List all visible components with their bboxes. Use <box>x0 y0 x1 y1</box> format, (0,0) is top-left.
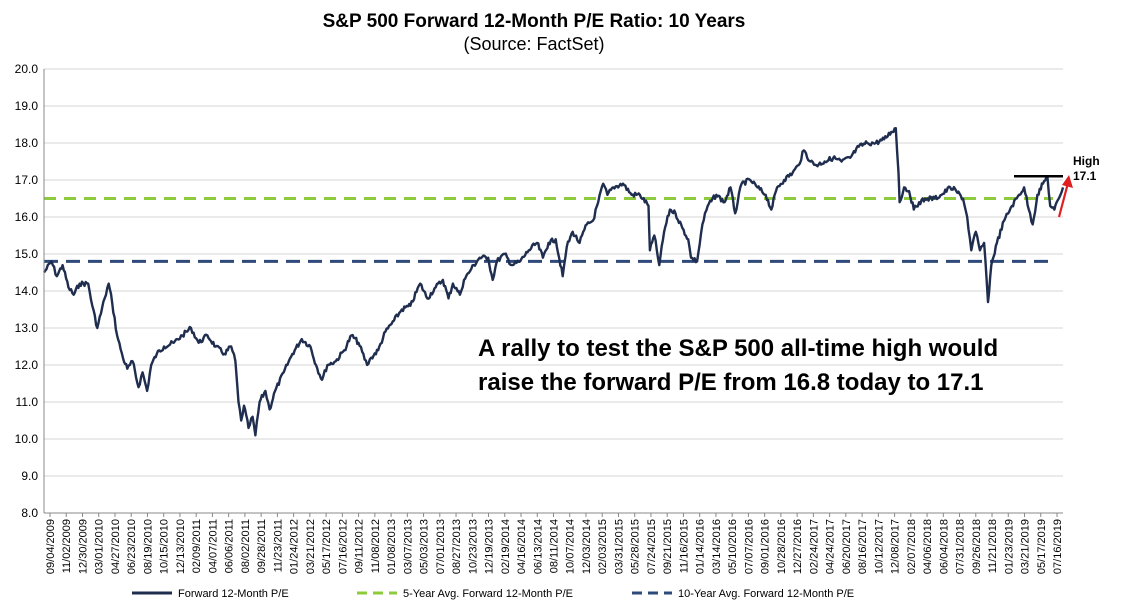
x-tick-label: 10/15/2010 <box>159 519 171 574</box>
x-tick-label: 10/12/2017 <box>873 519 885 574</box>
y-tick-label: 18.0 <box>15 136 39 150</box>
x-tick-label: 08/16/2017 <box>857 519 869 574</box>
x-tick-label: 11/16/2015 <box>678 519 690 573</box>
x-tick-label: 04/16/2014 <box>516 519 528 574</box>
x-tick-label: 09/26/2018 <box>971 519 983 574</box>
x-tick-label: 09/21/2015 <box>662 519 674 574</box>
high-value-label: 17.1 <box>1073 169 1097 183</box>
x-tick-label: 11/23/2011 <box>272 519 284 572</box>
x-tick-label: 07/16/2012 <box>337 519 349 574</box>
x-tick-label: 02/24/2017 <box>808 519 820 574</box>
chart-subtitle: (Source: FactSet) <box>463 34 604 54</box>
x-tick-label: 10/07/2014 <box>565 519 577 574</box>
y-tick-label: 10.0 <box>15 432 39 446</box>
x-tick-label: 02/09/2011 <box>191 519 203 573</box>
x-tick-label: 08/02/2011 <box>240 519 252 573</box>
x-tick-label: 05/17/2012 <box>321 519 333 574</box>
x-tick-label: 03/21/2019 <box>1020 519 1032 574</box>
x-tick-label: 12/08/2017 <box>890 519 902 574</box>
x-tick-label: 12/19/2013 <box>484 519 496 574</box>
y-tick-label: 17.0 <box>15 173 39 187</box>
x-tick-label: 01/08/2013 <box>386 519 398 574</box>
x-tick-label: 07/01/2013 <box>435 519 447 574</box>
x-tick-label: 12/03/2014 <box>581 519 593 574</box>
forward-pe-series-line <box>43 126 1065 437</box>
y-gridlines <box>44 68 1063 514</box>
x-tick-label: 11/21/2018 <box>987 519 999 573</box>
legend-label: 10-Year Avg. Forward 12-Month P/E <box>678 588 854 600</box>
x-tick-label: 10/28/2016 <box>776 519 788 574</box>
x-tick-label: 02/07/2018 <box>906 519 918 574</box>
y-tick-label: 9.0 <box>21 469 38 483</box>
x-tick-label: 08/19/2010 <box>142 519 154 574</box>
rally-arrow <box>1057 175 1073 218</box>
x-tick-label: 01/23/2019 <box>1003 519 1015 574</box>
y-tick-label: 12.0 <box>15 358 39 372</box>
y-tick-label: 19.0 <box>15 99 39 113</box>
x-tick-label: 12/30/2009 <box>77 519 89 574</box>
x-tick-label: 03/31/2015 <box>613 519 625 574</box>
annotation-line-2: raise the forward P/E from 16.8 today to… <box>478 369 984 396</box>
x-tick-label: 08/11/2014 <box>549 519 561 573</box>
x-tick-label: 03/14/2016 <box>711 519 723 574</box>
y-tick-label: 15.0 <box>15 247 39 261</box>
x-tick-label: 07/07/2016 <box>743 519 755 574</box>
x-tick-label: 03/01/2010 <box>94 519 106 574</box>
high-label: High <box>1073 154 1100 168</box>
x-tick-label: 11/08/2012 <box>370 519 382 573</box>
x-tick-label: 09/28/2011 <box>256 519 268 573</box>
x-tick-label: 05/10/2016 <box>727 519 739 574</box>
x-tick-label: 04/27/2010 <box>110 519 122 574</box>
chart-title: S&P 500 Forward 12-Month P/E Ratio: 10 Y… <box>323 11 746 32</box>
x-tick-label: 12/13/2010 <box>175 519 187 574</box>
x-tick-label: 05/17/2019 <box>1036 519 1048 574</box>
x-tick-label: 07/31/2018 <box>955 519 967 574</box>
x-tick-label: 09/11/2012 <box>354 519 366 573</box>
x-tick-label: 04/24/2017 <box>825 519 837 574</box>
y-tick-label: 20.0 <box>15 62 39 76</box>
rally-arrow-head <box>1062 175 1073 188</box>
x-tick-label: 09/01/2016 <box>760 519 772 574</box>
x-tick-label: 12/27/2016 <box>792 519 804 574</box>
x-tick-label: 06/04/2018 <box>938 519 950 574</box>
y-tick-label: 11.0 <box>16 395 39 409</box>
x-tick-label: 07/16/2019 <box>1052 519 1064 574</box>
x-tick-label: 03/07/2013 <box>402 519 414 574</box>
legend-label: 5-Year Avg. Forward 12-Month P/E <box>403 588 573 600</box>
x-tick-label: 02/03/2015 <box>597 519 609 574</box>
plot-axes <box>43 69 1063 514</box>
rally-arrow-shaft <box>1057 182 1070 218</box>
x-tick-label: 04/06/2018 <box>922 519 934 574</box>
x-tick-label: 05/03/2013 <box>419 519 431 574</box>
legend: Forward 12-Month P/E 5-Year Avg. Forward … <box>132 588 854 600</box>
x-tick-label: 01/24/2012 <box>289 519 301 574</box>
x-tick-label: 06/06/2011 <box>224 519 236 573</box>
x-tick-label: 06/23/2010 <box>126 519 138 574</box>
x-tick-label: 10/23/2013 <box>467 519 479 574</box>
x-tick-label: 03/21/2012 <box>305 519 317 574</box>
y-tick-label: 8.0 <box>21 506 38 520</box>
x-tick-label: 01/14/2016 <box>695 519 707 574</box>
x-tick-label: 06/20/2017 <box>841 519 853 574</box>
annotation-line-1: A rally to test the S&P 500 all-time hig… <box>478 335 998 362</box>
y-tick-label: 16.0 <box>15 210 39 224</box>
x-tick-label: 08/27/2013 <box>451 519 463 574</box>
x-axis-ticks: 09/04/2009 11/02/2009 12/30/2009 03/01/2010… <box>45 513 1064 574</box>
y-tick-label: 14.0 <box>15 284 39 298</box>
x-tick-label: 09/04/2009 <box>45 519 57 574</box>
x-tick-label: 04/07/2011 <box>207 519 219 573</box>
y-tick-label: 13.0 <box>15 321 39 335</box>
x-tick-label: 11/02/2009 <box>61 519 73 573</box>
x-tick-label: 06/13/2014 <box>532 519 544 574</box>
x-tick-label: 02/19/2014 <box>500 519 512 574</box>
y-axis-ticks: 8.0 9.0 10.0 11.0 12.0 13.0 14.0 15.0 16.0 17.0 18… <box>15 62 39 520</box>
legend-label: Forward 12-Month P/E <box>178 588 289 600</box>
x-tick-label: 07/24/2015 <box>646 519 658 574</box>
x-tick-label: 05/28/2015 <box>630 519 642 574</box>
